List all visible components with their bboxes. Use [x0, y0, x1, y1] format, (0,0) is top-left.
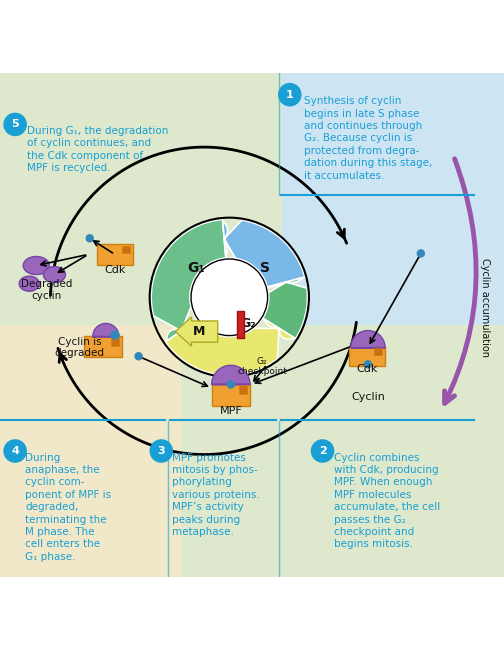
Text: G₁: G₁ [187, 261, 204, 275]
Text: During
anaphase, the
cyclin com-
ponent of MPF is
degraded,
terminating the
M ph: During anaphase, the cyclin com- ponent … [25, 452, 111, 562]
Text: M: M [193, 325, 205, 338]
FancyBboxPatch shape [237, 311, 244, 338]
FancyBboxPatch shape [212, 384, 250, 406]
FancyBboxPatch shape [84, 336, 122, 358]
Text: Cdk: Cdk [104, 265, 125, 274]
FancyBboxPatch shape [0, 325, 282, 577]
Circle shape [190, 258, 269, 337]
Text: During G₁, the degradation
of cyclin continues, and
the Cdk component of
MPF is : During G₁, the degradation of cyclin con… [27, 126, 169, 173]
Polygon shape [351, 331, 385, 348]
Polygon shape [263, 278, 307, 339]
Circle shape [4, 113, 26, 135]
FancyBboxPatch shape [97, 244, 133, 265]
Text: 3: 3 [157, 446, 165, 456]
Text: Degraded
cyclin: Degraded cyclin [21, 279, 72, 300]
Text: G₂
checkpoint: G₂ checkpoint [237, 357, 287, 376]
Circle shape [111, 331, 119, 339]
Polygon shape [165, 319, 294, 376]
Text: MPF promotes
mitosis by phos-
phorylating
various proteins.
MPF’s activity
peaks: MPF promotes mitosis by phos- phorylatin… [172, 452, 260, 537]
Text: Cyclin: Cyclin [351, 391, 385, 402]
Polygon shape [93, 324, 119, 337]
Text: MPF: MPF [219, 406, 242, 416]
Polygon shape [151, 220, 226, 341]
Circle shape [135, 353, 142, 360]
Circle shape [227, 381, 234, 388]
FancyArrow shape [175, 317, 218, 346]
FancyBboxPatch shape [239, 385, 247, 393]
Text: S: S [260, 261, 270, 275]
FancyBboxPatch shape [349, 346, 385, 367]
Polygon shape [23, 257, 49, 274]
FancyBboxPatch shape [181, 325, 504, 577]
Text: Cyclin combines
with Cdk, producing
MPF. When enough
MPF molecules
accumulate, t: Cyclin combines with Cdk, producing MPF.… [334, 452, 440, 549]
Text: 2: 2 [319, 446, 327, 456]
FancyBboxPatch shape [0, 73, 282, 325]
Polygon shape [212, 365, 250, 384]
Text: Cyclin is
degraded: Cyclin is degraded [54, 337, 105, 359]
FancyBboxPatch shape [111, 337, 119, 346]
FancyBboxPatch shape [0, 73, 504, 577]
Polygon shape [43, 266, 66, 283]
Circle shape [279, 84, 301, 106]
Text: G₂: G₂ [240, 317, 257, 330]
Text: Cdk: Cdk [356, 365, 377, 374]
Text: Synthesis of cyclin
begins in late S phase
and continues through
G₂. Because cyc: Synthesis of cyclin begins in late S pha… [304, 96, 433, 181]
Text: 1: 1 [286, 90, 294, 99]
Circle shape [4, 440, 26, 462]
Text: 5: 5 [11, 120, 19, 129]
Text: 4: 4 [11, 446, 19, 456]
Circle shape [150, 440, 172, 462]
FancyBboxPatch shape [374, 348, 382, 356]
FancyBboxPatch shape [122, 246, 130, 254]
Circle shape [86, 235, 93, 242]
Circle shape [417, 250, 424, 257]
Circle shape [311, 440, 334, 462]
Polygon shape [223, 220, 305, 287]
Text: Cyclin accumulation: Cyclin accumulation [480, 258, 490, 357]
Polygon shape [19, 276, 39, 291]
Circle shape [364, 361, 371, 368]
